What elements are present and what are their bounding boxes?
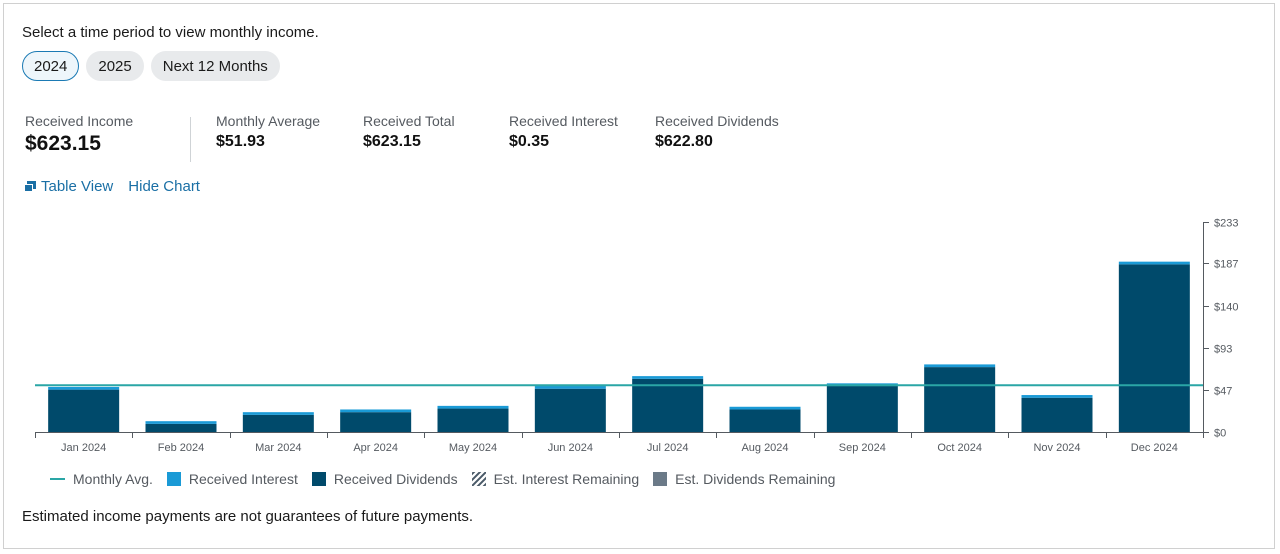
bar-received-dividends <box>1118 264 1190 432</box>
bar-received-dividends <box>632 378 704 432</box>
x-tick-label: Dec 2024 <box>1131 442 1178 454</box>
bar-received-dividends <box>729 409 801 432</box>
received-dividends-value: $622.80 <box>655 133 713 150</box>
y-tick-label: $233 <box>1214 218 1238 230</box>
chart-view-links: Table View Hide Chart <box>24 178 200 195</box>
x-tick-label: Jun 2024 <box>548 442 593 454</box>
monthly-avg-swatch <box>50 478 65 480</box>
bar-received-interest <box>1021 395 1093 398</box>
monthly-average-stat: Monthly Average $51.93 <box>216 113 320 151</box>
received-income-label: Received Income <box>25 113 134 129</box>
bar-received-dividends <box>145 423 217 432</box>
x-tick-label: May 2024 <box>449 442 497 454</box>
x-tick-label: Nov 2024 <box>1033 442 1080 454</box>
x-tick-label: Sep 2024 <box>839 442 886 454</box>
bar-received-dividends <box>242 414 314 432</box>
legend-received-interest-label: Received Interest <box>188 471 298 487</box>
received-interest-stat: Received Interest $0.35 <box>509 113 618 151</box>
bar-received-dividends <box>48 389 120 432</box>
period-2024-button[interactable]: 2024 <box>22 51 80 81</box>
footnote: Estimated income payments are not guaran… <box>22 508 474 525</box>
legend-est-dividends-label: Est. Dividends Remaining <box>675 471 836 487</box>
summary-divider <box>190 117 191 162</box>
table-view-icon <box>24 180 37 193</box>
x-tick-label: Feb 2024 <box>158 442 204 454</box>
y-tick-label: $47 <box>1214 386 1232 398</box>
y-tick-label: $93 <box>1214 344 1232 356</box>
received-total-stat: Received Total $623.15 <box>363 113 455 151</box>
monthly-average-value: $51.93 <box>216 133 265 150</box>
received-dividends-stat: Received Dividends $622.80 <box>655 113 779 151</box>
received-interest-swatch <box>166 472 181 486</box>
period-2025-button[interactable]: 2025 <box>86 51 144 81</box>
bar-received-dividends <box>1021 397 1093 432</box>
period-next-12-months-button[interactable]: Next 12 Months <box>150 51 280 81</box>
legend-est-interest-remaining: Est. Interest Remaining <box>471 471 640 487</box>
legend-monthly-avg: Monthly Avg. <box>50 471 153 487</box>
est-dividends-swatch <box>653 472 668 486</box>
x-tick-label: Mar 2024 <box>255 442 301 454</box>
bar-received-dividends <box>924 367 996 432</box>
bar-received-dividends <box>437 408 509 432</box>
bar-received-interest <box>48 386 120 390</box>
table-view-label: Table View <box>41 178 114 195</box>
received-total-label: Received Total <box>363 113 455 129</box>
received-interest-label: Received Interest <box>509 113 618 129</box>
est-interest-hatch-swatch <box>471 472 486 486</box>
legend-received-dividends: Received Dividends <box>311 471 458 487</box>
received-income-stat: Received Income $623.15 <box>25 113 133 156</box>
bar-received-interest <box>924 364 996 368</box>
received-dividends-label: Received Dividends <box>655 113 779 129</box>
legend-received-dividends-label: Received Dividends <box>333 471 458 487</box>
legend-est-dividends-remaining: Est. Dividends Remaining <box>653 471 835 487</box>
x-tick-label: Jan 2024 <box>61 442 106 454</box>
legend-monthly-avg-label: Monthly Avg. <box>73 471 153 487</box>
bar-received-interest <box>1118 261 1190 265</box>
bar-received-interest <box>145 421 217 424</box>
received-dividends-swatch <box>311 472 326 486</box>
bar-received-dividends <box>340 412 412 432</box>
x-tick-label: Oct 2024 <box>937 442 982 454</box>
y-tick-label: $0 <box>1214 428 1226 440</box>
x-tick-label: Apr 2024 <box>353 442 398 454</box>
legend-received-interest: Received Interest <box>166 471 298 487</box>
received-interest-value: $0.35 <box>509 133 550 150</box>
received-total-value: $623.15 <box>363 133 421 150</box>
bar-received-interest <box>242 412 314 415</box>
x-tick-label: Jul 2024 <box>647 442 689 454</box>
x-tick-label: Aug 2024 <box>741 442 788 454</box>
legend-est-interest-label: Est. Interest Remaining <box>493 471 640 487</box>
bar-received-dividends <box>826 386 898 432</box>
period-prompt: Select a time period to view monthly inc… <box>22 24 319 41</box>
hide-chart-link[interactable]: Hide Chart <box>128 178 200 195</box>
y-tick-label: $187 <box>1214 259 1238 271</box>
bar-received-interest <box>534 386 606 389</box>
bar-received-dividends <box>534 388 606 432</box>
period-selector: 2024 2025 Next 12 Months <box>22 51 280 81</box>
monthly-average-label: Monthly Average <box>216 113 321 129</box>
chart-legend: Monthly Avg. Received Interest Received … <box>50 471 835 487</box>
table-view-link[interactable]: Table View <box>24 178 113 195</box>
received-income-value: $623.15 <box>25 132 101 155</box>
bar-received-interest <box>437 405 509 409</box>
bar-received-interest <box>340 409 412 413</box>
bar-received-interest <box>632 376 704 379</box>
monthly-income-card <box>3 3 1275 549</box>
monthly-income-chart: $233 $187 $140 $93 $47 $0 Jan 2024 Feb 2024 Mar … <box>35 218 1238 454</box>
y-tick-label: $140 <box>1214 302 1238 314</box>
bar-received-interest <box>729 406 801 410</box>
